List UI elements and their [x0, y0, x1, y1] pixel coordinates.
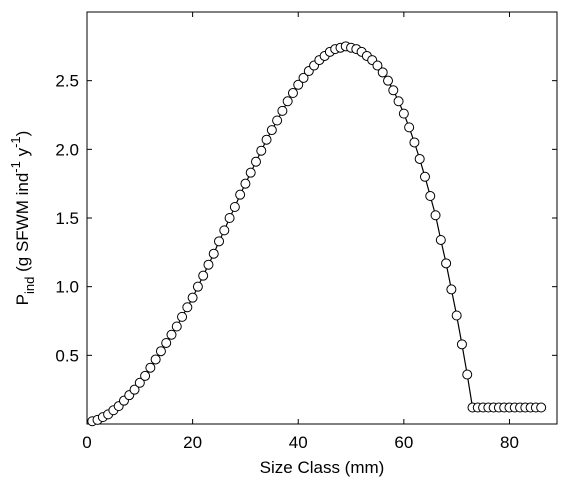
y-tick-label: 2.5 — [55, 72, 79, 91]
point-marker — [414, 153, 425, 164]
point-marker — [214, 236, 225, 247]
point-marker — [261, 134, 272, 145]
point-marker — [203, 259, 214, 270]
x-tick-label: 20 — [183, 433, 202, 452]
point-marker — [266, 125, 277, 136]
point-marker — [383, 75, 394, 86]
y-tick-label: 0.5 — [55, 346, 79, 365]
point-marker — [182, 302, 193, 313]
point-marker — [245, 167, 256, 178]
point-marker — [187, 292, 198, 303]
point-marker — [250, 156, 261, 167]
point-marker — [441, 258, 452, 269]
point-marker — [240, 178, 251, 189]
point-marker — [171, 321, 182, 332]
point-marker — [129, 384, 140, 395]
series-line — [92, 45, 542, 422]
point-marker — [388, 85, 399, 96]
y-label-part: (g SFWM ind — [13, 173, 32, 277]
point-marker — [150, 354, 161, 365]
point-marker — [272, 115, 283, 126]
point-marker — [219, 225, 230, 236]
point-marker — [208, 248, 219, 259]
point-marker — [430, 210, 441, 221]
point-marker — [409, 137, 420, 148]
point-marker — [293, 79, 304, 90]
point-marker — [145, 362, 156, 373]
y-label-part: P — [13, 294, 32, 305]
y-label-sub: ind — [22, 277, 37, 294]
point-marker — [425, 191, 436, 202]
y-tick-label: 2.0 — [55, 140, 79, 159]
point-marker — [282, 96, 293, 107]
y-axis-label: Pind (g SFWM ind-1 y-1) — [8, 131, 37, 306]
y-label-part: y — [13, 147, 32, 161]
point-marker — [155, 346, 166, 357]
point-marker — [462, 369, 473, 380]
y-tick-label: 1.5 — [55, 209, 79, 228]
x-tick-label: 40 — [289, 433, 308, 452]
point-marker — [198, 270, 209, 281]
y-label-sup: -1 — [8, 161, 23, 173]
point-marker — [177, 311, 188, 322]
point-marker — [451, 310, 462, 321]
point-marker — [393, 96, 404, 107]
x-tick-label: 80 — [500, 433, 519, 452]
point-marker — [224, 213, 235, 223]
point-marker — [192, 281, 203, 292]
point-marker — [377, 67, 388, 78]
point-marker — [161, 337, 172, 348]
point-marker — [435, 234, 446, 245]
x-tick-label: 0 — [82, 433, 91, 452]
point-marker — [298, 72, 309, 83]
point-marker — [456, 339, 467, 350]
point-marker — [398, 108, 409, 119]
point-marker — [277, 105, 288, 116]
point-marker — [372, 60, 383, 71]
point-marker — [536, 402, 547, 413]
x-tick-label: 60 — [394, 433, 413, 452]
y-label-part: ) — [13, 131, 32, 137]
point-marker — [287, 88, 298, 99]
y-label-sup: -1 — [8, 136, 23, 148]
point-marker — [140, 370, 151, 381]
point-marker — [256, 145, 267, 156]
point-marker — [419, 171, 430, 182]
x-axis-label: Size Class (mm) — [260, 458, 385, 477]
y-tick-label: 1.0 — [55, 278, 79, 297]
point-marker — [446, 284, 457, 295]
point-marker — [404, 122, 415, 133]
point-marker — [229, 202, 240, 213]
point-marker — [134, 377, 145, 388]
point-marker — [235, 189, 246, 200]
point-marker — [166, 329, 177, 340]
